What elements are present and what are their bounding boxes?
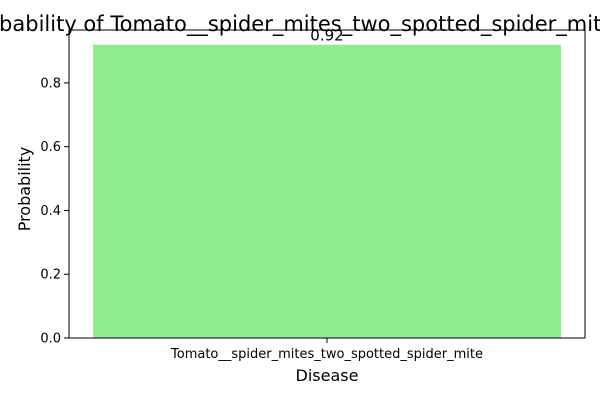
y-axis-label: Probability [15,147,34,232]
bar [92,44,562,339]
plot-area: 0.92 Tomato__spider_mites_two_spotted_spi… [40,27,586,362]
y-tick-label: 0.8 [40,76,61,91]
y-tick-label: 0.4 [40,204,61,219]
bar-value-label: 0.92 [310,27,343,45]
chart-title: Probability of Tomato__spider_mites_two_… [0,12,600,37]
x-tick-label: Tomato__spider_mites_two_spotted_spider_… [170,347,483,362]
axes-frame [68,29,586,339]
y-tick-label: 0.2 [40,268,61,283]
x-axis-label: Disease [296,366,359,385]
y-tick-label: 0.6 [40,140,61,155]
y-tick-label: 0.0 [40,332,61,347]
